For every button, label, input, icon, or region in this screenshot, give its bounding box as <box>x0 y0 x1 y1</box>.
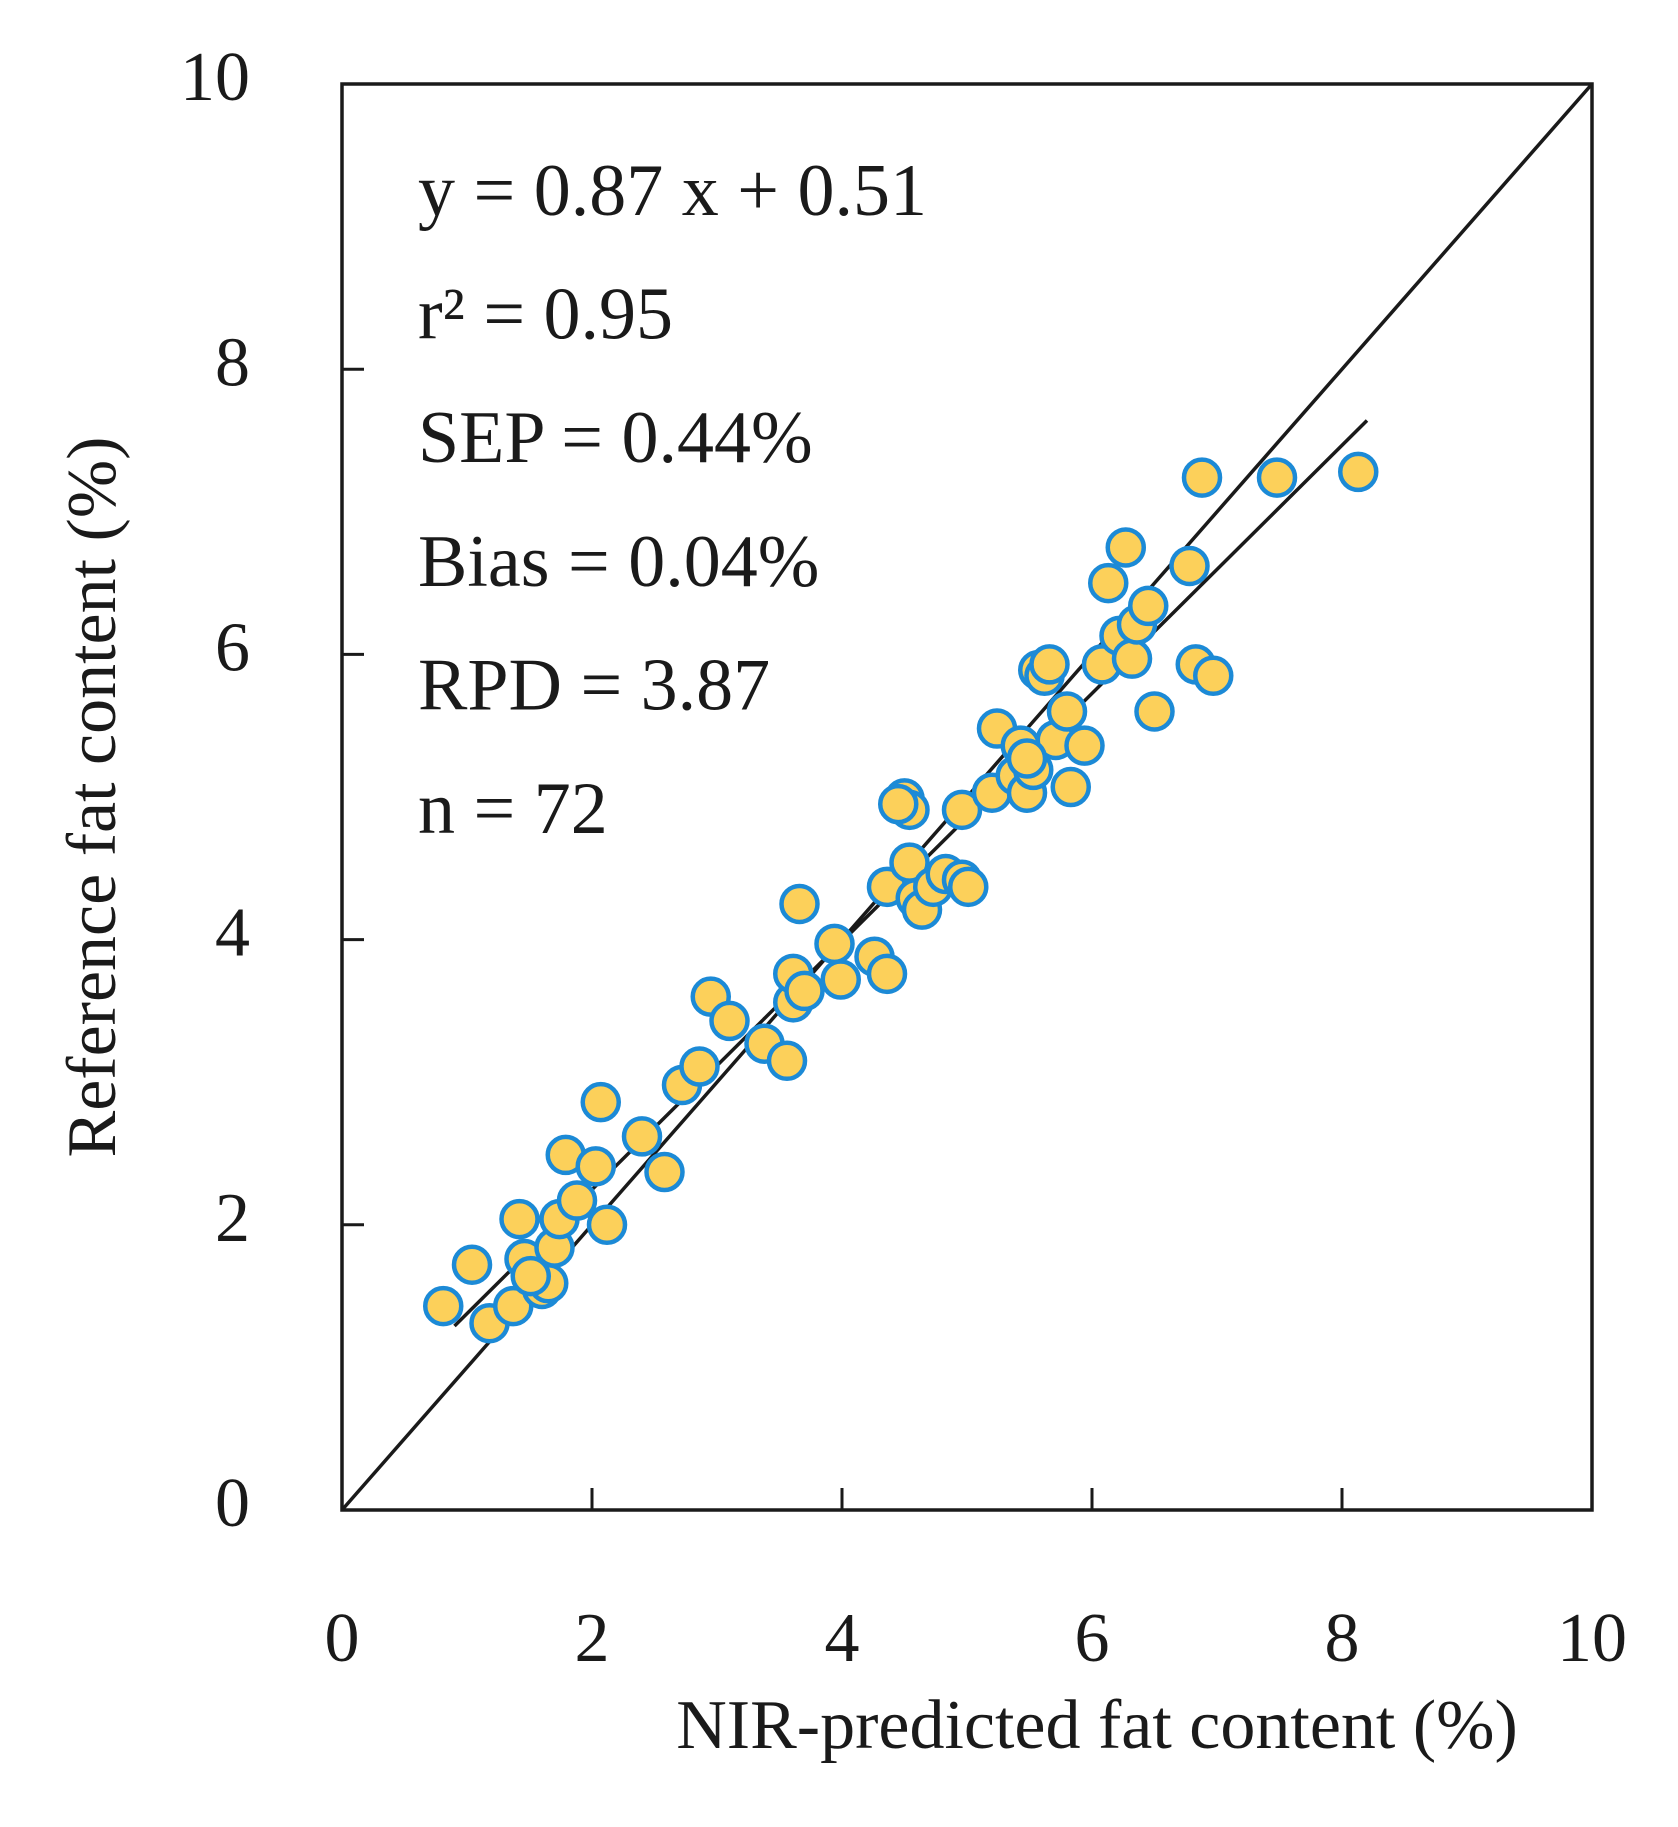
annotation: y = 0.87 x + 0.51 <box>418 150 927 232</box>
data-point <box>1029 644 1070 685</box>
data-point <box>1193 655 1234 697</box>
data-point <box>1134 691 1175 732</box>
data-point <box>941 789 983 831</box>
annotation: n = 72 <box>418 768 608 850</box>
data-point <box>1088 562 1129 604</box>
y-tick-label: 8 <box>215 324 250 401</box>
x-tick-label: 0 <box>325 1600 360 1677</box>
annotation: SEP = 0.44% <box>418 397 813 479</box>
annotation: r² = 0.95 <box>418 274 673 356</box>
x-tick-label: 10 <box>1557 1600 1627 1677</box>
data-point <box>779 883 820 925</box>
data-point <box>499 1198 540 1240</box>
data-point <box>1006 738 1048 779</box>
x-tick-label: 4 <box>825 1600 860 1677</box>
y-tick-label: 10 <box>180 39 250 116</box>
data-point <box>814 923 855 965</box>
y-tick-label: 4 <box>215 895 250 972</box>
data-point <box>1169 545 1210 587</box>
data-point <box>1105 527 1146 568</box>
data-point <box>451 1244 493 1285</box>
plot-frame <box>340 82 1594 1512</box>
annotation: RPD = 3.87 <box>418 644 770 726</box>
data-point <box>1111 638 1153 679</box>
data-point <box>1338 451 1379 493</box>
data-point <box>948 866 989 908</box>
data-point <box>1256 457 1298 498</box>
x-tick-label: 8 <box>1325 1600 1360 1677</box>
data-point <box>644 1151 685 1193</box>
y-tick-label: 6 <box>215 609 250 686</box>
x-axis-title: NIR-predicted fat content (%) <box>676 1687 1518 1764</box>
y-axis-title: Reference fat content (%) <box>54 437 131 1158</box>
data-point <box>1046 691 1088 732</box>
data-point <box>586 1204 628 1246</box>
data-point <box>820 959 861 1000</box>
data-point <box>878 783 919 825</box>
x-tick-label: 6 <box>1075 1600 1110 1677</box>
data-point <box>1181 457 1223 498</box>
data-point <box>1064 725 1105 766</box>
data-point <box>556 1180 598 1221</box>
data-point <box>784 970 825 1012</box>
data-point <box>866 953 908 995</box>
x-tick-label: 2 <box>575 1600 610 1677</box>
data-point <box>575 1146 616 1187</box>
data-point <box>1050 766 1091 808</box>
y-tick-label: 2 <box>215 1180 250 1257</box>
y-tick-label: 0 <box>215 1465 250 1542</box>
data-point <box>766 1040 808 1082</box>
data-point <box>679 1046 720 1087</box>
annotation: Bias = 0.04% <box>418 521 819 603</box>
data-point <box>510 1255 551 1297</box>
data-point <box>621 1116 663 1157</box>
data-point <box>1128 585 1169 627</box>
data-point <box>423 1285 464 1327</box>
data-point <box>580 1081 621 1123</box>
data-point <box>709 1000 750 1042</box>
